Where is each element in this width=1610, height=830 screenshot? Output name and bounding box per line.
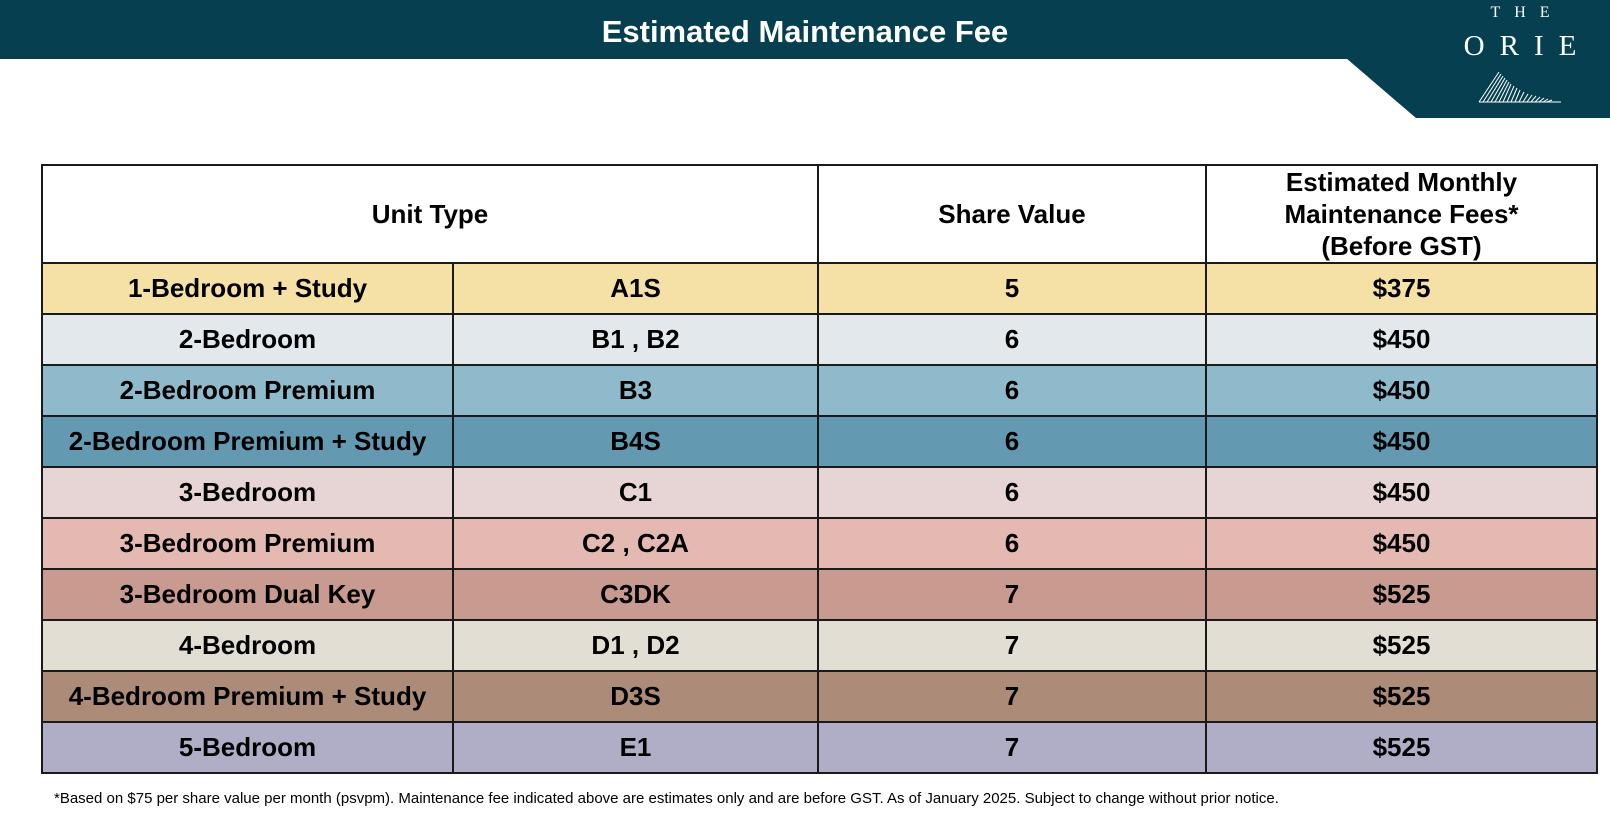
unit-code-cell: B3 [452, 364, 819, 417]
header-corner-shape [1346, 58, 1610, 118]
unit-type-cell: 4-Bedroom Premium + Study [41, 670, 454, 723]
unit-type-cell: 4-Bedroom [41, 619, 454, 672]
table-body: 1-Bedroom + Study A1S 5 $375 2-Bedroom B1 , B… [41, 262, 1598, 774]
monthly-fee-cell: $525 [1205, 568, 1598, 621]
table-header-row: Unit Type Share Value Estimated Monthly … [41, 164, 1598, 264]
header-share-value: Share Value [817, 164, 1207, 264]
header-fee-line-1: Estimated Monthly [1285, 167, 1518, 197]
unit-type-cell: 5-Bedroom [41, 721, 454, 774]
footnote: *Based on $75 per share value per month … [54, 790, 1279, 807]
table-row: 2-Bedroom Premium B3 6 $450 [41, 364, 1598, 417]
share-value-cell: 6 [817, 364, 1207, 417]
monthly-fee-cell: $525 [1205, 670, 1598, 723]
unit-code-cell: D3S [452, 670, 819, 723]
unit-type-cell: 3-Bedroom Premium [41, 517, 454, 570]
unit-type-cell: 1-Bedroom + Study [41, 262, 454, 315]
unit-type-cell: 2-Bedroom Premium [41, 364, 454, 417]
monthly-fee-cell: $375 [1205, 262, 1598, 315]
page-title: Estimated Maintenance Fee [601, 14, 1009, 49]
header-unit-type: Unit Type [41, 164, 819, 264]
monthly-fee-cell: $450 [1205, 517, 1598, 570]
share-value-cell: 7 [817, 568, 1207, 621]
header-monthly-fee: Estimated Monthly Maintenance Fees* (Bef… [1205, 164, 1598, 264]
share-value-cell: 7 [817, 721, 1207, 774]
share-value-cell: 6 [817, 517, 1207, 570]
table-row: 5-Bedroom E1 7 $525 [41, 721, 1598, 774]
brand-logo: THE ORIE [1435, 0, 1605, 118]
monthly-fee-cell: $525 [1205, 721, 1598, 774]
share-value-cell: 5 [817, 262, 1207, 315]
share-value-cell: 6 [817, 415, 1207, 468]
brand-line-name: ORIE [1463, 30, 1592, 62]
share-value-cell: 6 [817, 313, 1207, 366]
unit-code-cell: B1 , B2 [452, 313, 819, 366]
table-row: 3-Bedroom C1 6 $450 [41, 466, 1598, 519]
unit-code-cell: B4S [452, 415, 819, 468]
unit-code-cell: E1 [452, 721, 819, 774]
table-row: 1-Bedroom + Study A1S 5 $375 [41, 262, 1598, 315]
header-bar [0, 0, 1610, 59]
monthly-fee-cell: $525 [1205, 619, 1598, 672]
table-row: 2-Bedroom Premium + Study B4S 6 $450 [41, 415, 1598, 468]
monthly-fee-cell: $450 [1205, 313, 1598, 366]
monthly-fee-cell: $450 [1205, 466, 1598, 519]
table-row: 4-Bedroom Premium + Study D3S 7 $525 [41, 670, 1598, 723]
unit-code-cell: D1 , D2 [452, 619, 819, 672]
maintenance-fee-table: Unit Type Share Value Estimated Monthly … [41, 164, 1598, 774]
share-value-cell: 6 [817, 466, 1207, 519]
header-fee-line-2: Maintenance Fees* [1284, 199, 1519, 229]
unit-code-cell: C1 [452, 466, 819, 519]
monthly-fee-cell: $450 [1205, 364, 1598, 417]
unit-type-cell: 3-Bedroom [41, 466, 454, 519]
table-row: 4-Bedroom D1 , D2 7 $525 [41, 619, 1598, 672]
table-row: 3-Bedroom Premium C2 , C2A 6 $450 [41, 517, 1598, 570]
table-row: 3-Bedroom Dual Key C3DK 7 $525 [41, 568, 1598, 621]
unit-type-cell: 2-Bedroom [41, 313, 454, 366]
header-fee-line-3: (Before GST) [1321, 231, 1482, 261]
brand-line-the: THE [1490, 4, 1564, 21]
unit-code-cell: A1S [452, 262, 819, 315]
share-value-cell: 7 [817, 619, 1207, 672]
striped-triangle-logo-icon [1478, 71, 1561, 103]
share-value-cell: 7 [817, 670, 1207, 723]
unit-code-cell: C2 , C2A [452, 517, 819, 570]
unit-type-cell: 2-Bedroom Premium + Study [41, 415, 454, 468]
unit-code-cell: C3DK [452, 568, 819, 621]
monthly-fee-cell: $450 [1205, 415, 1598, 468]
table-row: 2-Bedroom B1 , B2 6 $450 [41, 313, 1598, 366]
unit-type-cell: 3-Bedroom Dual Key [41, 568, 454, 621]
